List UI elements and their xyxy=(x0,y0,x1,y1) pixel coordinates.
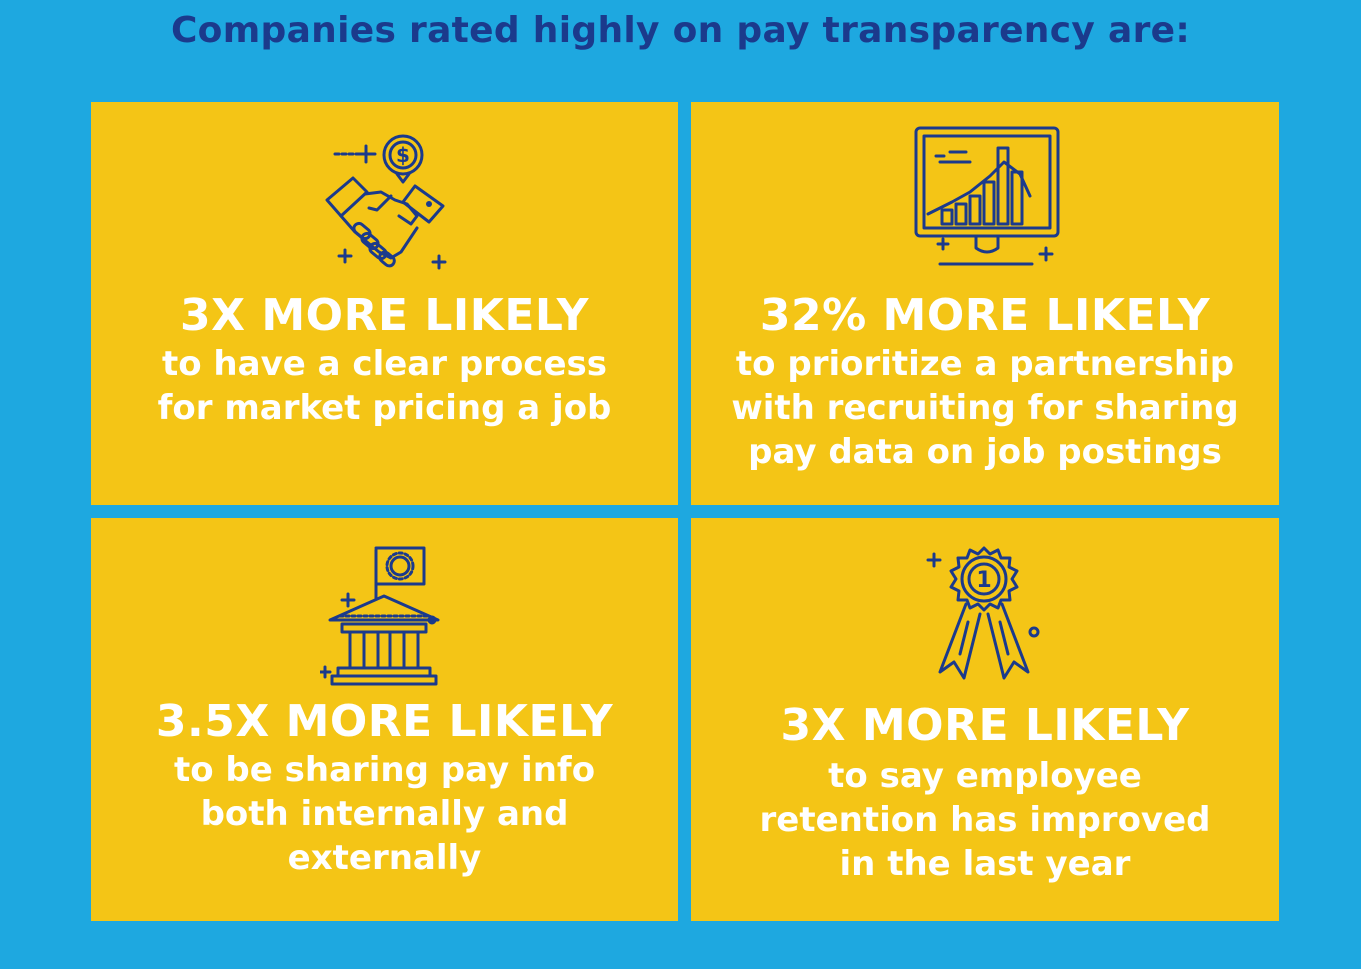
stat-headline: 3.5X MORE LIKELY xyxy=(155,696,614,747)
handshake-dollar-icon: $ xyxy=(305,130,465,284)
stat-headline: 3X MORE LIKELY xyxy=(180,290,589,341)
svg-text:$: $ xyxy=(396,143,410,167)
stat-description-line: to prioritize a partnership xyxy=(735,344,1235,384)
stat-headline: 3X MORE LIKELY xyxy=(780,700,1190,751)
award-ribbon-icon: 1 xyxy=(920,542,1050,696)
stat-description-line: both internally and xyxy=(200,794,569,834)
stat-description-line: retention has improved xyxy=(759,800,1211,840)
stat-card-market-pricing: $ 3X MORE LIKELY to have a clear process… xyxy=(91,102,678,505)
bank-building-flag-icon xyxy=(318,540,450,694)
svg-text:1: 1 xyxy=(976,568,991,593)
stat-description-line: for market pricing a job xyxy=(157,388,612,428)
stat-card-employee-retention: 1 3X MORE LIKELY to say employee retenti… xyxy=(691,518,1279,921)
stat-description-line: to be sharing pay info xyxy=(173,750,596,790)
stat-description-line: externally xyxy=(287,838,482,878)
stat-description: to be sharing pay info both internally a… xyxy=(91,748,678,880)
monitor-bar-chart-icon xyxy=(900,126,1070,280)
stat-description: to have a clear process for market prici… xyxy=(91,342,678,430)
stat-card-recruiting-partnership: 32% MORE LIKELY to prioritize a partners… xyxy=(691,102,1279,505)
stat-card-sharing-pay-info: 3.5X MORE LIKELY to be sharing pay info … xyxy=(91,518,678,921)
page-title: Companies rated highly on pay transparen… xyxy=(170,10,1191,51)
stat-description: to say employee retention has improved i… xyxy=(691,754,1279,886)
stat-description-line: in the last year xyxy=(839,844,1131,884)
stat-description: to prioritize a partnership with recruit… xyxy=(691,342,1279,474)
stat-description-line: pay data on job postings xyxy=(748,432,1222,472)
stat-description-line: to have a clear process xyxy=(161,344,607,384)
stat-description-line: to say employee xyxy=(828,756,1142,796)
stat-headline: 32% MORE LIKELY xyxy=(759,290,1211,341)
stat-description-line: with recruiting for sharing xyxy=(731,388,1239,428)
